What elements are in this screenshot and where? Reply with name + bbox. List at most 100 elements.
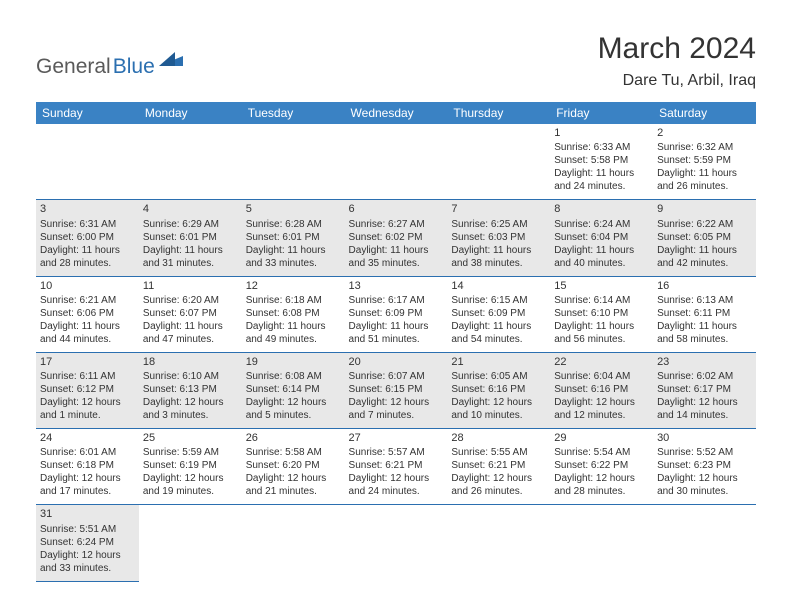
day-number: 25	[143, 431, 238, 445]
daylight-text: Daylight: 11 hours and 24 minutes.	[554, 167, 649, 193]
logo-text-2: Blue	[113, 55, 155, 79]
day-number: 10	[40, 279, 135, 293]
sunrise-text: Sunrise: 5:58 AM	[246, 446, 341, 459]
sunrise-text: Sunrise: 6:13 AM	[657, 294, 752, 307]
day-cell: 4Sunrise: 6:29 AMSunset: 6:01 PMDaylight…	[139, 200, 242, 276]
daylight-text: Daylight: 12 hours and 10 minutes.	[451, 396, 546, 422]
sunrise-text: Sunrise: 6:01 AM	[40, 446, 135, 459]
day-number: 2	[657, 126, 752, 140]
sunset-text: Sunset: 6:16 PM	[554, 383, 649, 396]
sunset-text: Sunset: 6:01 PM	[143, 231, 238, 244]
daylight-text: Daylight: 11 hours and 42 minutes.	[657, 244, 752, 270]
sunset-text: Sunset: 6:08 PM	[246, 307, 341, 320]
weekday-header: Wednesday	[345, 102, 448, 124]
sunset-text: Sunset: 6:09 PM	[349, 307, 444, 320]
sunset-text: Sunset: 6:21 PM	[451, 459, 546, 472]
sunset-text: Sunset: 6:11 PM	[657, 307, 752, 320]
sunrise-text: Sunrise: 6:18 AM	[246, 294, 341, 307]
empty-cell	[550, 505, 653, 581]
day-number: 26	[246, 431, 341, 445]
daylight-text: Daylight: 12 hours and 19 minutes.	[143, 472, 238, 498]
sunrise-text: Sunrise: 6:33 AM	[554, 141, 649, 154]
calendar-row: 24Sunrise: 6:01 AMSunset: 6:18 PM Dayligh…	[36, 429, 756, 505]
daylight-text: Daylight: 12 hours and 26 minutes.	[451, 472, 546, 498]
day-number: 12	[246, 279, 341, 293]
day-number: 9	[657, 202, 752, 216]
day-number: 31	[40, 507, 135, 521]
sunrise-text: Sunrise: 5:59 AM	[143, 446, 238, 459]
calendar-row: 10Sunrise: 6:21 AMSunset: 6:06 PMDayligh…	[36, 276, 756, 352]
daylight-text: Daylight: 11 hours and 58 minutes.	[657, 320, 752, 346]
day-cell: 17Sunrise: 6:11 AMSunset: 6:12 PMDayligh…	[36, 352, 139, 428]
sunset-text: Sunset: 6:10 PM	[554, 307, 649, 320]
daylight-text: Daylight: 12 hours and 5 minutes.	[246, 396, 341, 422]
daylight-text: Daylight: 11 hours and 49 minutes.	[246, 320, 341, 346]
day-cell: 26Sunrise: 5:58 AMSunset: 6:20 PMDayligh…	[242, 429, 345, 505]
sunrise-text: Sunrise: 5:54 AM	[554, 446, 649, 459]
day-cell: 21Sunrise: 6:05 AMSunset: 6:16 PMDayligh…	[447, 352, 550, 428]
sunset-text: Sunset: 6:23 PM	[657, 459, 752, 472]
day-number: 23	[657, 355, 752, 369]
flag-icon	[159, 50, 185, 73]
daylight-text: Daylight: 11 hours and 44 minutes.	[40, 320, 135, 346]
sunrise-text: Sunrise: 6:15 AM	[451, 294, 546, 307]
sunset-text: Sunset: 6:18 PM	[40, 459, 135, 472]
daylight-text: Daylight: 12 hours and 14 minutes.	[657, 396, 752, 422]
sunrise-text: Sunrise: 6:17 AM	[349, 294, 444, 307]
day-number: 24	[40, 431, 135, 445]
daylight-text: Daylight: 11 hours and 38 minutes.	[451, 244, 546, 270]
sunrise-text: Sunrise: 6:04 AM	[554, 370, 649, 383]
weekday-header: Friday	[550, 102, 653, 124]
sunrise-text: Sunrise: 6:31 AM	[40, 218, 135, 231]
sunrise-text: Sunrise: 6:05 AM	[451, 370, 546, 383]
sunrise-text: Sunrise: 6:27 AM	[349, 218, 444, 231]
sunrise-text: Sunrise: 6:24 AM	[554, 218, 649, 231]
sunset-text: Sunset: 6:24 PM	[40, 536, 135, 549]
day-number: 7	[451, 202, 546, 216]
sunrise-text: Sunrise: 6:10 AM	[143, 370, 238, 383]
day-cell: 16Sunrise: 6:13 AMSunset: 6:11 PMDayligh…	[653, 276, 756, 352]
daylight-text: Daylight: 11 hours and 26 minutes.	[657, 167, 752, 193]
sunset-text: Sunset: 5:59 PM	[657, 154, 752, 167]
sunrise-text: Sunrise: 6:07 AM	[349, 370, 444, 383]
day-cell: 15Sunrise: 6:14 AMSunset: 6:10 PMDayligh…	[550, 276, 653, 352]
daylight-text: Daylight: 12 hours and 3 minutes.	[143, 396, 238, 422]
day-cell: 31Sunrise: 5:51 AMSunset: 6:24 PMDayligh…	[36, 505, 139, 581]
day-cell: 29Sunrise: 5:54 AMSunset: 6:22 PMDayligh…	[550, 429, 653, 505]
calendar-body: 1Sunrise: 6:33 AMSunset: 5:58 PMDaylight…	[36, 124, 756, 581]
empty-cell	[345, 505, 448, 581]
calendar-row: 31Sunrise: 5:51 AMSunset: 6:24 PMDayligh…	[36, 505, 756, 581]
day-number: 1	[554, 126, 649, 140]
weekday-header: Saturday	[653, 102, 756, 124]
location: Dare Tu, Arbil, Iraq	[598, 72, 756, 90]
day-number: 22	[554, 355, 649, 369]
day-cell: 19Sunrise: 6:08 AMSunset: 6:14 PMDayligh…	[242, 352, 345, 428]
daylight-text: Daylight: 12 hours and 30 minutes.	[657, 472, 752, 498]
day-cell: 13Sunrise: 6:17 AMSunset: 6:09 PMDayligh…	[345, 276, 448, 352]
day-cell: 2Sunrise: 6:32 AMSunset: 5:59 PMDaylight…	[653, 124, 756, 200]
sunset-text: Sunset: 6:21 PM	[349, 459, 444, 472]
title-block: March 2024 Dare Tu, Arbil, Iraq	[598, 32, 756, 90]
daylight-text: Daylight: 12 hours and 33 minutes.	[40, 549, 135, 575]
day-cell: 9Sunrise: 6:22 AMSunset: 6:05 PMDaylight…	[653, 200, 756, 276]
day-number: 21	[451, 355, 546, 369]
day-number: 30	[657, 431, 752, 445]
sunrise-text: Sunrise: 6:25 AM	[451, 218, 546, 231]
daylight-text: Daylight: 11 hours and 40 minutes.	[554, 244, 649, 270]
daylight-text: Daylight: 11 hours and 51 minutes.	[349, 320, 444, 346]
calendar-row: 1Sunrise: 6:33 AMSunset: 5:58 PMDaylight…	[36, 124, 756, 200]
day-cell: 5Sunrise: 6:28 AMSunset: 6:01 PMDaylight…	[242, 200, 345, 276]
sunset-text: Sunset: 6:07 PM	[143, 307, 238, 320]
day-cell: 10Sunrise: 6:21 AMSunset: 6:06 PMDayligh…	[36, 276, 139, 352]
day-cell: 20Sunrise: 6:07 AMSunset: 6:15 PMDayligh…	[345, 352, 448, 428]
empty-cell	[242, 124, 345, 200]
sunset-text: Sunset: 5:58 PM	[554, 154, 649, 167]
day-number: 4	[143, 202, 238, 216]
day-number: 3	[40, 202, 135, 216]
day-cell: 14Sunrise: 6:15 AMSunset: 6:09 PMDayligh…	[447, 276, 550, 352]
sunrise-text: Sunrise: 6:22 AM	[657, 218, 752, 231]
sunrise-text: Sunrise: 6:14 AM	[554, 294, 649, 307]
sunset-text: Sunset: 6:16 PM	[451, 383, 546, 396]
day-number: 13	[349, 279, 444, 293]
day-cell: 28Sunrise: 5:55 AMSunset: 6:21 PMDayligh…	[447, 429, 550, 505]
